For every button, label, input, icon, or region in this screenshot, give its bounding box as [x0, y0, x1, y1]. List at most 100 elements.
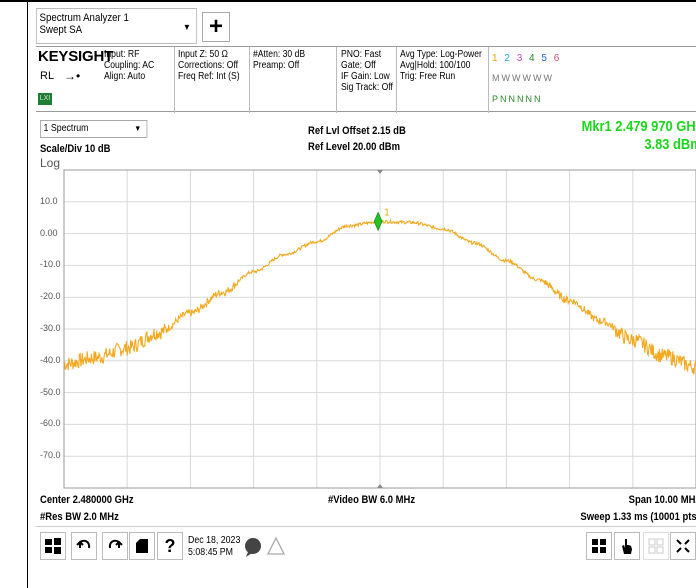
gate-label: Gate: Off	[341, 60, 376, 71]
preamp-label: Preamp: Off	[253, 60, 300, 71]
page-left-rule	[27, 0, 28, 588]
dropdown-arrow-icon: ▼	[183, 22, 191, 32]
layout-icon	[648, 538, 664, 554]
input-arrow-icon: →•	[64, 69, 81, 83]
ref-level-offset: Ref Lvl Offset 2.15 dB	[308, 125, 406, 137]
message-icon	[245, 538, 261, 557]
undo-button[interactable]	[71, 532, 97, 560]
input-z-label: Input Z: 50 Ω	[178, 49, 228, 60]
y-tick-label: -40.0	[40, 354, 61, 365]
divider	[396, 47, 397, 113]
y-tick-label: -50.0	[40, 386, 61, 397]
window-selector-label: 1 Spectrum	[43, 123, 89, 134]
touch-hand-icon	[622, 539, 632, 554]
spectrum-svg: 1	[63, 169, 696, 489]
corrections-label: Corrections: Off	[178, 60, 239, 71]
marker-amplitude: 3.83 dBm	[644, 136, 696, 153]
zoom-in-icon	[676, 539, 690, 553]
display-mode-button[interactable]	[586, 532, 612, 560]
marker-frequency: Mkr1 2.479 970 GHz	[581, 118, 696, 135]
y-tick-label: 0.00	[40, 227, 58, 238]
help-button[interactable]: ?	[157, 532, 183, 560]
pno-label: PNO: Fast	[341, 49, 382, 60]
marker-1-diamond	[373, 211, 383, 232]
y-tick-label: -60.0	[40, 418, 61, 429]
divider	[336, 47, 337, 113]
input-settings[interactable]: Input: RF Coupling: AC Align: Auto	[104, 49, 154, 82]
log-label: Log	[40, 156, 61, 170]
file-button[interactable]	[129, 532, 155, 560]
input-z-settings[interactable]: Input Z: 50 Ω Corrections: Off Freq Ref:…	[178, 49, 240, 82]
redo-icon	[108, 539, 123, 549]
y-tick-label: -20.0	[40, 291, 61, 302]
screen-row: Spectrum Analyzer 1 Swept SA ▼ +	[36, 8, 696, 46]
divider	[488, 47, 489, 113]
y-tick-label: -70.0	[40, 450, 61, 461]
y-tick-label: 10.0	[40, 195, 58, 206]
atten-settings[interactable]: #Atten: 30 dB Preamp: Off	[253, 49, 305, 71]
video-bw: #Video BW 6.0 MHz	[328, 494, 416, 506]
if-gain-label: IF Gain: Low	[341, 71, 390, 82]
add-screen-button[interactable]: +	[202, 12, 230, 42]
warning-button[interactable]	[266, 536, 286, 561]
grid-display-icon	[592, 539, 606, 553]
trace-6: 6	[553, 53, 562, 64]
y-tick-label: -30.0	[40, 323, 61, 333]
sweep: Sweep 1.33 ms (10001 pts)	[580, 511, 696, 523]
file-icon	[136, 539, 148, 553]
trace-detectors: PNNNNN	[492, 94, 543, 104]
window-selector[interactable]: 1 Spectrum ▼	[40, 120, 148, 138]
res-bw: #Res BW 2.0 MHz	[40, 511, 119, 523]
rl-label: RL	[40, 70, 55, 82]
screen-selector[interactable]: Spectrum Analyzer 1 Swept SA ▼	[36, 8, 198, 44]
coupling-label: Coupling: AC	[104, 60, 155, 71]
time-label: 5:08:45 PM	[188, 547, 234, 558]
keysight-logo: KEYSIGHT	[38, 48, 114, 65]
trace-numbers[interactable]: 1 2 3 4 5 6	[492, 53, 561, 64]
spectrum-analyzer-screen: Spectrum Analyzer 1 Swept SA ▼ + KEYSIGH…	[36, 8, 696, 573]
atten-label: #Atten: 30 dB	[253, 49, 306, 60]
taskbar: ? Dec 18, 2023 5:08:45 PM	[36, 526, 696, 566]
span: Span 10.00 MHz	[628, 494, 696, 506]
align-label: Align: Auto	[104, 71, 146, 82]
sig-track-label: Sig Track: Off	[341, 82, 393, 93]
ref-level: Ref Level 20.00 dBm	[308, 141, 401, 153]
trace-4: 4	[529, 53, 537, 64]
page-top-rule	[0, 0, 696, 2]
settings-panel: KEYSIGHT RL →• LXI Input: RF Coupling: A…	[36, 46, 696, 113]
screen-name: Spectrum Analyzer 1	[39, 12, 129, 24]
warning-icon	[266, 536, 286, 555]
scale-div-label: Scale/Div 10 dB	[40, 143, 111, 155]
message-button[interactable]	[242, 536, 264, 563]
divider	[249, 47, 250, 113]
redo-button[interactable]	[102, 532, 128, 560]
dropdown-arrow-icon: ▼	[134, 124, 142, 133]
help-icon: ?	[164, 535, 176, 556]
start-button[interactable]	[40, 532, 66, 560]
center-frequency: Center 2.480000 GHz	[40, 494, 134, 506]
trace-1: 1	[492, 53, 500, 64]
touch-button[interactable]	[614, 532, 640, 560]
trace-types: MWWWWW	[492, 73, 554, 83]
lxi-icon: LXI	[38, 93, 52, 105]
marker-1-label: 1	[384, 207, 390, 218]
undo-icon	[76, 539, 91, 549]
avg-type-label: Avg Type: Log-Power	[400, 49, 482, 60]
trace-3: 3	[516, 53, 525, 64]
screen-mode: Swept SA	[39, 24, 83, 36]
trig-label: Trig: Free Run	[400, 71, 456, 82]
zoom-button[interactable]	[670, 532, 696, 560]
date-time: Dec 18, 2023 5:08:45 PM	[188, 535, 240, 559]
freq-ref-label: Freq Ref: Int (S)	[178, 71, 240, 82]
avg-settings[interactable]: Avg Type: Log-Power Avg|Hold: 100/100 Tr…	[400, 49, 482, 82]
center-top-marker	[377, 170, 383, 174]
spectrum-plot[interactable]: 1 10.0 0.00 -10.0 -20.0 -30.0 -40.0 -50.0 -60.0…	[36, 158, 696, 493]
trace-5: 5	[541, 53, 549, 64]
window-layout-button[interactable]	[643, 532, 669, 560]
trace-2: 2	[504, 53, 512, 64]
divider	[174, 47, 175, 113]
date-label: Dec 18, 2023	[188, 535, 241, 546]
windows-icon	[45, 538, 61, 554]
pno-settings[interactable]: PNO: Fast Gate: Off IF Gain: Low Sig Tra…	[341, 49, 393, 93]
avg-hold-label: Avg|Hold: 100/100	[400, 60, 471, 71]
